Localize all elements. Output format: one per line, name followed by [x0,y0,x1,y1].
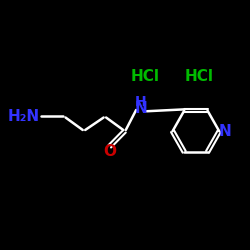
Text: N: N [218,124,231,139]
Text: HCl: HCl [131,69,160,84]
Text: H₂N: H₂N [8,109,40,124]
Text: HCl: HCl [185,69,214,84]
Text: O: O [103,144,116,159]
Text: H: H [135,96,146,110]
Text: N: N [134,101,147,116]
